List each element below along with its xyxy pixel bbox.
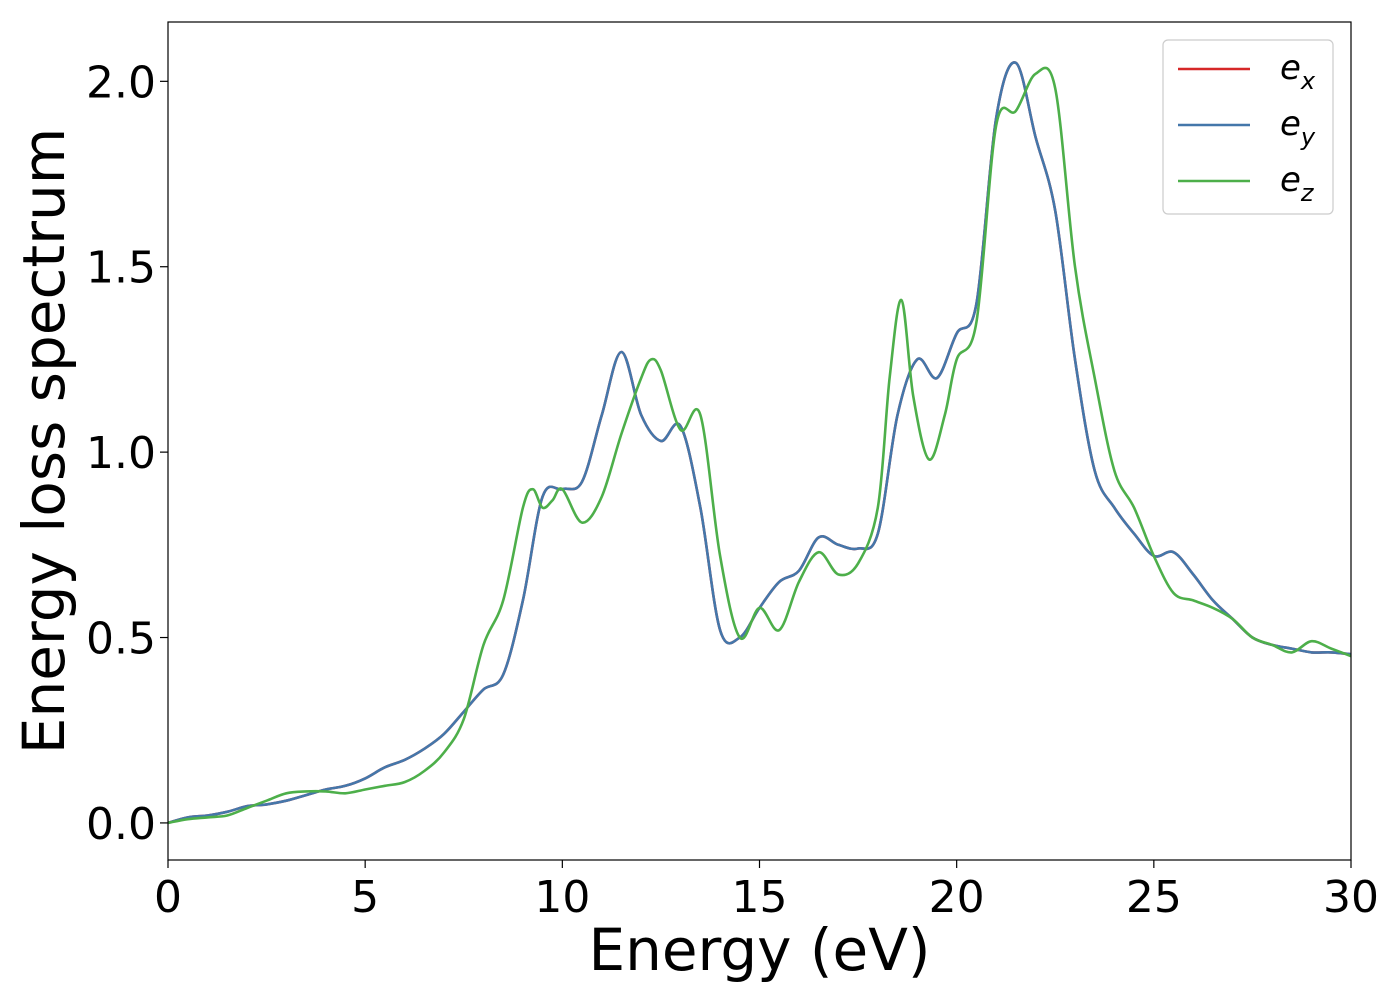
legend-label-subscript: x [1300, 67, 1316, 95]
x-axis: 0 5 10 15 20 25 30 [154, 860, 1379, 923]
x-axis-title: Energy (eV) [588, 916, 930, 984]
legend-label-subscript: y [1300, 123, 1316, 151]
y-axis: 0.0 0.5 1.0 1.5 2.0 [86, 57, 168, 850]
x-tick-label: 20 [929, 872, 985, 923]
legend-label-ey: ey [1280, 104, 1316, 151]
series-layer [167, 61, 1352, 825]
plot-area [168, 22, 1351, 860]
legend-box [1162, 39, 1334, 215]
y-tick-label: 0.5 [86, 614, 156, 665]
y-tick-label: 1.0 [86, 428, 156, 479]
x-tick-label: 25 [1126, 872, 1182, 923]
x-tick-label: 30 [1323, 872, 1379, 923]
series-line-ez [167, 66, 1352, 825]
y-tick-label: 1.5 [86, 243, 156, 294]
x-tick-label: 5 [351, 872, 379, 923]
x-tick-label: 0 [154, 872, 182, 923]
y-tick-label: 0.0 [86, 799, 156, 850]
y-tick-label: 2.0 [86, 57, 156, 108]
legend-label-subscript: z [1300, 179, 1315, 207]
x-tick-label: 15 [732, 872, 788, 923]
y-axis-title: Energy loss spectrum [10, 128, 78, 754]
x-tick-label: 10 [534, 872, 590, 923]
series-line-ey [167, 61, 1352, 825]
